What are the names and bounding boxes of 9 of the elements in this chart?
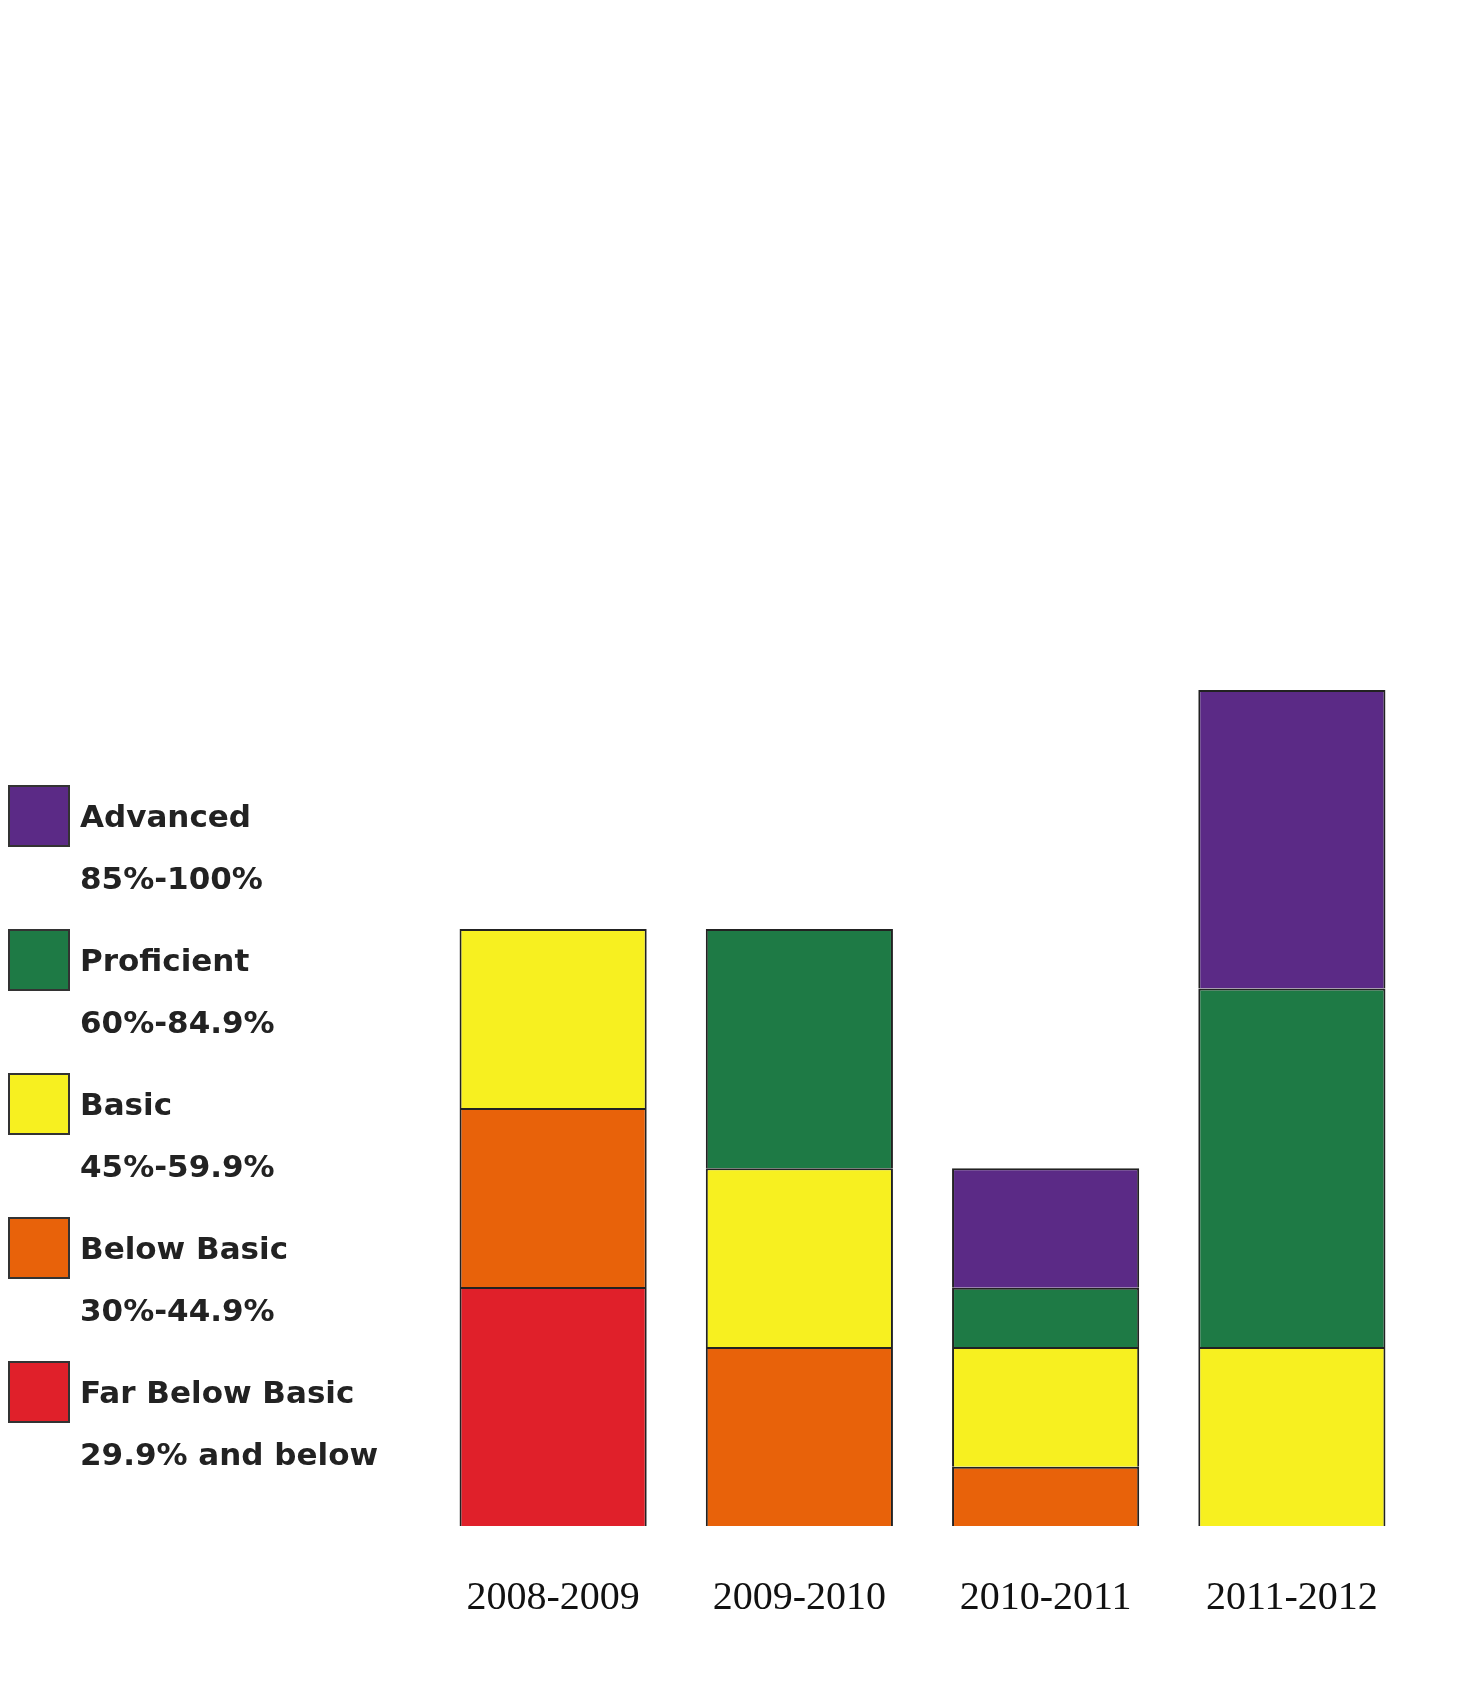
legend-label: Below Basic 30%-44.9% xyxy=(80,1229,289,1330)
legend-label: Far Below Basic 29.9% and below xyxy=(80,1373,379,1474)
x-tick-label: 2011-2012 xyxy=(1205,1572,1378,1618)
x-tick-label: 2010-2011 xyxy=(959,1572,1132,1618)
x-tick-label: 2008-2009 xyxy=(466,1572,640,1618)
legend-label: Advanced 85%-100% xyxy=(80,797,263,898)
legend-label: Proficient 60%-84.9% xyxy=(80,941,275,1042)
x-tick-label: 2009-2010 xyxy=(712,1572,887,1618)
legend-label: Basic 45%-59.9% xyxy=(80,1085,275,1186)
